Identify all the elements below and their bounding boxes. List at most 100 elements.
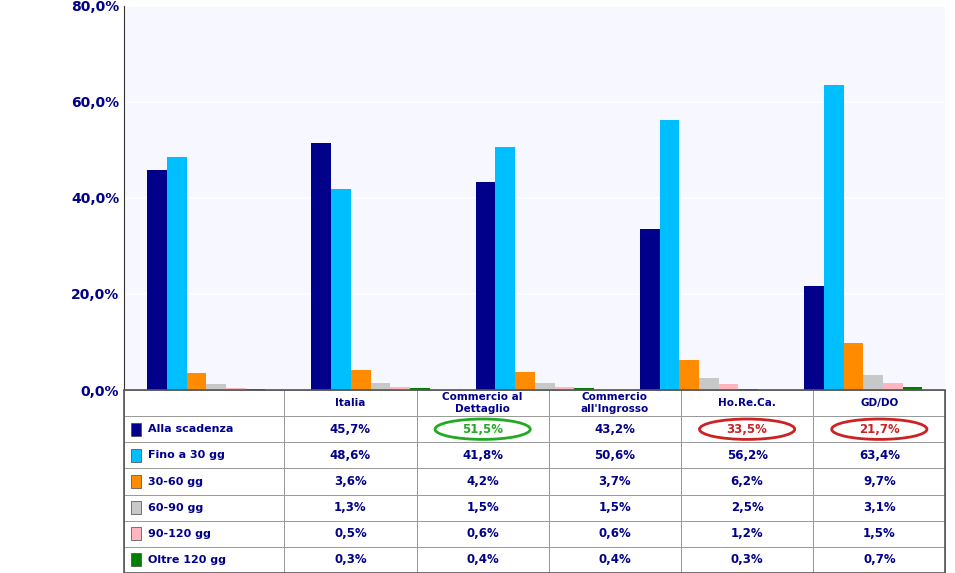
Bar: [549, 469, 681, 494]
Bar: [814, 469, 945, 494]
Text: 3,7%: 3,7%: [599, 475, 631, 488]
Bar: [549, 390, 681, 416]
Bar: [496, 147, 515, 390]
Bar: [131, 449, 141, 462]
Text: 63,4%: 63,4%: [859, 449, 900, 462]
Bar: [574, 388, 594, 390]
Bar: [285, 416, 416, 442]
Text: 0,6%: 0,6%: [466, 527, 499, 540]
Bar: [679, 360, 699, 390]
Text: 0,7%: 0,7%: [863, 554, 896, 567]
Bar: [476, 182, 496, 390]
Bar: [681, 390, 814, 416]
Text: 41,8%: 41,8%: [462, 449, 503, 462]
Bar: [416, 416, 549, 442]
Bar: [167, 156, 186, 390]
Bar: [814, 390, 945, 416]
Bar: [416, 390, 549, 416]
Bar: [814, 521, 945, 547]
Bar: [824, 85, 843, 390]
Bar: [863, 375, 883, 390]
Text: 33,5%: 33,5%: [727, 423, 768, 435]
Text: 3,6%: 3,6%: [334, 475, 367, 488]
Bar: [124, 547, 285, 573]
Text: Italia: Italia: [335, 398, 366, 408]
Bar: [515, 372, 535, 390]
Bar: [555, 387, 574, 390]
Bar: [124, 521, 285, 547]
Bar: [738, 388, 758, 390]
Text: 50,6%: 50,6%: [594, 449, 635, 462]
Bar: [331, 189, 350, 390]
Bar: [681, 521, 814, 547]
Text: 1,5%: 1,5%: [863, 527, 896, 540]
Bar: [640, 229, 660, 390]
Bar: [416, 494, 549, 521]
Bar: [131, 423, 141, 435]
Bar: [416, 521, 549, 547]
Bar: [843, 343, 863, 390]
Text: 1,5%: 1,5%: [599, 501, 631, 514]
Bar: [131, 554, 141, 567]
Bar: [549, 442, 681, 469]
Text: Commercio
all'Ingrosso: Commercio all'Ingrosso: [581, 392, 649, 414]
Bar: [410, 388, 430, 390]
Bar: [660, 120, 679, 390]
Bar: [416, 469, 549, 494]
Text: 0,3%: 0,3%: [334, 554, 367, 567]
Bar: [371, 383, 391, 390]
Text: 43,2%: 43,2%: [594, 423, 635, 435]
Bar: [416, 547, 549, 573]
Bar: [391, 387, 410, 390]
Bar: [124, 390, 285, 416]
Bar: [285, 390, 416, 416]
Bar: [814, 416, 945, 442]
Text: 0,3%: 0,3%: [731, 554, 763, 567]
Bar: [311, 143, 331, 390]
Bar: [416, 442, 549, 469]
Bar: [681, 442, 814, 469]
Text: Ho.Re.Ca.: Ho.Re.Ca.: [718, 398, 776, 408]
Bar: [699, 378, 719, 390]
Bar: [285, 442, 416, 469]
Text: 1,5%: 1,5%: [466, 501, 499, 514]
Bar: [285, 494, 416, 521]
Bar: [681, 469, 814, 494]
Text: 48,6%: 48,6%: [329, 449, 371, 462]
Text: 0,6%: 0,6%: [599, 527, 631, 540]
Text: 0,5%: 0,5%: [334, 527, 367, 540]
Text: 51,5%: 51,5%: [462, 423, 503, 435]
Text: GD/DO: GD/DO: [860, 398, 899, 408]
Bar: [814, 494, 945, 521]
Bar: [681, 547, 814, 573]
Text: 45,7%: 45,7%: [329, 423, 371, 435]
Text: 0,4%: 0,4%: [599, 554, 631, 567]
Text: 2,5%: 2,5%: [731, 501, 763, 514]
Text: 1,3%: 1,3%: [334, 501, 367, 514]
Bar: [681, 494, 814, 521]
Bar: [285, 547, 416, 573]
Text: Commercio al
Dettaglio: Commercio al Dettaglio: [442, 392, 522, 414]
Bar: [206, 384, 226, 390]
Bar: [124, 416, 285, 442]
Bar: [535, 383, 555, 390]
Text: 21,7%: 21,7%: [859, 423, 900, 435]
Text: 9,7%: 9,7%: [863, 475, 896, 488]
Bar: [350, 370, 371, 390]
Text: Alla scadenza: Alla scadenza: [148, 424, 233, 434]
Bar: [226, 387, 245, 390]
Text: Oltre 120 gg: Oltre 120 gg: [148, 555, 225, 565]
Bar: [124, 442, 285, 469]
Bar: [245, 388, 265, 390]
Text: 0,4%: 0,4%: [466, 554, 499, 567]
Bar: [549, 547, 681, 573]
Text: 1,2%: 1,2%: [731, 527, 763, 540]
Bar: [719, 384, 738, 390]
Bar: [285, 521, 416, 547]
Bar: [549, 416, 681, 442]
Text: Fino a 30 gg: Fino a 30 gg: [148, 450, 224, 460]
Bar: [902, 387, 923, 390]
Bar: [804, 286, 824, 390]
Bar: [814, 547, 945, 573]
Text: 90-120 gg: 90-120 gg: [148, 529, 210, 539]
